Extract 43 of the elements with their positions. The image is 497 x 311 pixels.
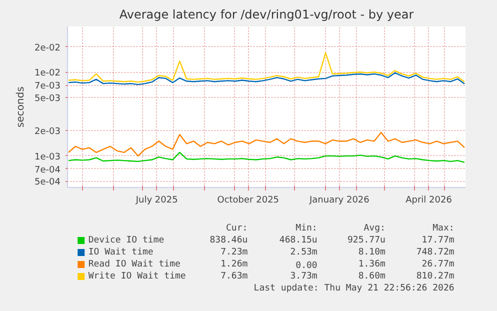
legend-label: IO Wait time	[88, 248, 154, 258]
line-series	[68, 52, 466, 83]
x-tick-label: January 2026	[308, 196, 370, 206]
text: Min:	[296, 224, 318, 234]
text: 17.77m	[422, 236, 454, 246]
text: 0.00	[296, 261, 318, 271]
y-tick-label: 1e-03	[34, 152, 61, 162]
text: 748.72m	[416, 248, 454, 258]
legend-label: Read IO Wait time	[88, 260, 180, 270]
text: 838.46u	[210, 236, 248, 246]
text: 925.77u	[347, 236, 386, 246]
y-tick-label: 1e-02	[34, 68, 61, 79]
legend-label: Write IO Wait time	[88, 272, 186, 282]
text: 1.36m	[358, 260, 386, 270]
text: Max:	[432, 224, 454, 234]
text: Cur:	[226, 224, 248, 234]
text: 7.63m	[220, 272, 248, 282]
y-tick-label: 2e-02	[34, 43, 61, 54]
y-tick-label: 5e-03	[34, 94, 61, 104]
text: Avg:	[364, 224, 386, 234]
x-tick-label: October 2025	[217, 196, 280, 206]
legend-label: Device IO time	[88, 236, 164, 246]
x-tick-label: July 2025	[134, 196, 178, 206]
line-series	[68, 72, 466, 86]
text: Last update: Thu May 21 22:56:26 2026	[254, 284, 454, 294]
text: 1.26m	[220, 260, 248, 270]
y-tick-label: 7e-04	[34, 165, 61, 176]
chart-title: Average latency for /dev/ring01-vg/root - by year	[119, 8, 414, 22]
text: 8.10m	[358, 248, 386, 258]
text: 810.27m	[416, 272, 454, 282]
y-axis-title: seconds	[16, 86, 27, 128]
text: 2.53m	[290, 248, 318, 258]
y-tick-label: 2e-03	[34, 127, 61, 138]
text: 3.73m	[290, 272, 318, 282]
y-tick-label: 7e-03	[34, 82, 61, 92]
line-series	[68, 152, 466, 163]
x-tick-label: April 2026	[406, 196, 452, 206]
text: 26.77m	[422, 260, 454, 270]
text: 7.23m	[220, 248, 248, 258]
text: 8.60m	[358, 272, 386, 282]
line-series	[68, 132, 466, 157]
text: 468.15u	[279, 236, 318, 246]
y-tick-label: 5e-04	[34, 178, 61, 188]
